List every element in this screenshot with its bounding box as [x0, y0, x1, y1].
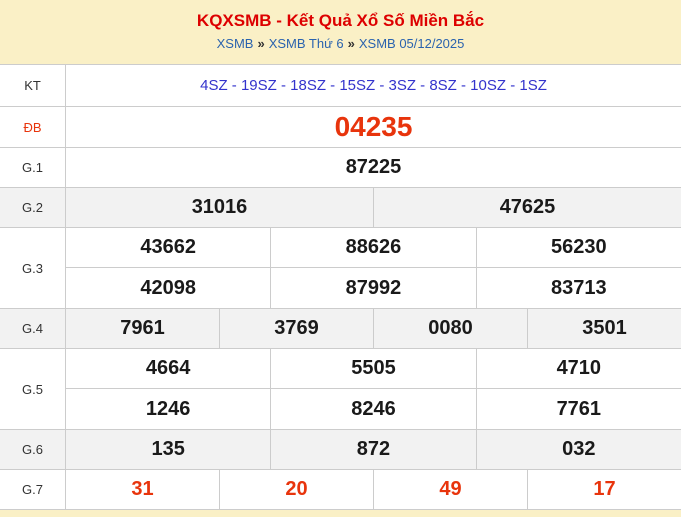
prize-cell: 87992: [270, 268, 475, 308]
breadcrumb: XSMB» XSMB Thứ 6» XSMB 05/12/2025: [0, 36, 681, 51]
breadcrumb-link-date[interactable]: XSMB 05/12/2025: [358, 36, 465, 51]
prize-cell: 49: [373, 470, 527, 509]
prize-cell: 56230: [475, 228, 681, 267]
row-label: G.7: [0, 470, 66, 509]
table-row-kt: KT 4SZ - 19SZ - 18SZ - 15SZ - 3SZ - 8SZ …: [0, 65, 681, 107]
prize-cell: 87225: [345, 156, 402, 178]
results-header: KQXSMB - Kết Quả Xổ Số Miền Bắc XSMB» XSM…: [0, 0, 681, 64]
prize-cell: 88626: [270, 228, 475, 267]
table-row-g7: G.7 31 20 49 17: [0, 470, 681, 510]
kt-stats-link[interactable]: 4SZ - 19SZ - 18SZ - 15SZ - 3SZ - 8SZ - 1…: [200, 77, 547, 94]
breadcrumb-link-xsmb[interactable]: XSMB: [216, 36, 254, 51]
row-label: KT: [0, 65, 66, 106]
prize-cell: 31: [131, 478, 154, 500]
prize-cell: 032: [475, 430, 681, 469]
row-label: G.2: [0, 188, 66, 227]
row-label: G.1: [0, 148, 66, 187]
table-row-g6: G.6 135 872 032: [0, 430, 681, 470]
results-table: KT 4SZ - 19SZ - 18SZ - 15SZ - 3SZ - 8SZ …: [0, 64, 681, 510]
table-row-g4: G.4 7961 3769 0080 3501: [0, 309, 681, 349]
prize-cell: 17: [527, 470, 681, 509]
prize-cell: 43662: [140, 236, 196, 258]
page-title: KQXSMB - Kết Quả Xổ Số Miền Bắc: [196, 11, 485, 30]
prize-cell: 83713: [475, 268, 681, 308]
breadcrumb-separator: »: [347, 36, 355, 51]
prize-cell: 4710: [475, 349, 681, 388]
prize-cell: 7961: [120, 317, 165, 339]
row-label: G.5: [0, 349, 66, 429]
prize-cell: 872: [270, 430, 475, 469]
prize-cell: 0080: [373, 309, 527, 348]
prize-cell: 42098: [140, 276, 196, 299]
prize-cell: 135: [151, 438, 185, 460]
table-row-g3: G.3 43662 88626 56230 42098 87992 83713: [0, 228, 681, 309]
prize-cell: 3769: [219, 309, 373, 348]
prize-cell: 3501: [527, 309, 681, 348]
row-label: G.3: [0, 228, 66, 308]
row-label: G.4: [0, 309, 66, 348]
table-row-g5: G.5 4664 5505 4710 1246 8246 7761: [0, 349, 681, 430]
table-row-g2: G.2 31016 47625: [0, 188, 681, 228]
prize-cell: 1246: [145, 397, 191, 420]
prize-cell: 31016: [191, 196, 248, 218]
prize-cell: 5505: [270, 349, 475, 388]
breadcrumb-link-day[interactable]: XSMB Thứ 6: [268, 36, 344, 51]
table-row-g1: G.1 87225: [0, 148, 681, 188]
row-label: ĐB: [0, 107, 66, 147]
prize-cell: 8246: [270, 389, 475, 429]
prize-cell: 7761: [475, 389, 681, 429]
prize-cell: 04235: [334, 111, 413, 142]
prize-cell: 20: [219, 470, 373, 509]
table-row-db: ĐB 04235: [0, 107, 681, 148]
breadcrumb-separator: »: [257, 36, 265, 51]
prize-cell: 4664: [145, 357, 191, 379]
prize-cell: 47625: [373, 188, 681, 227]
row-label: G.6: [0, 430, 66, 469]
